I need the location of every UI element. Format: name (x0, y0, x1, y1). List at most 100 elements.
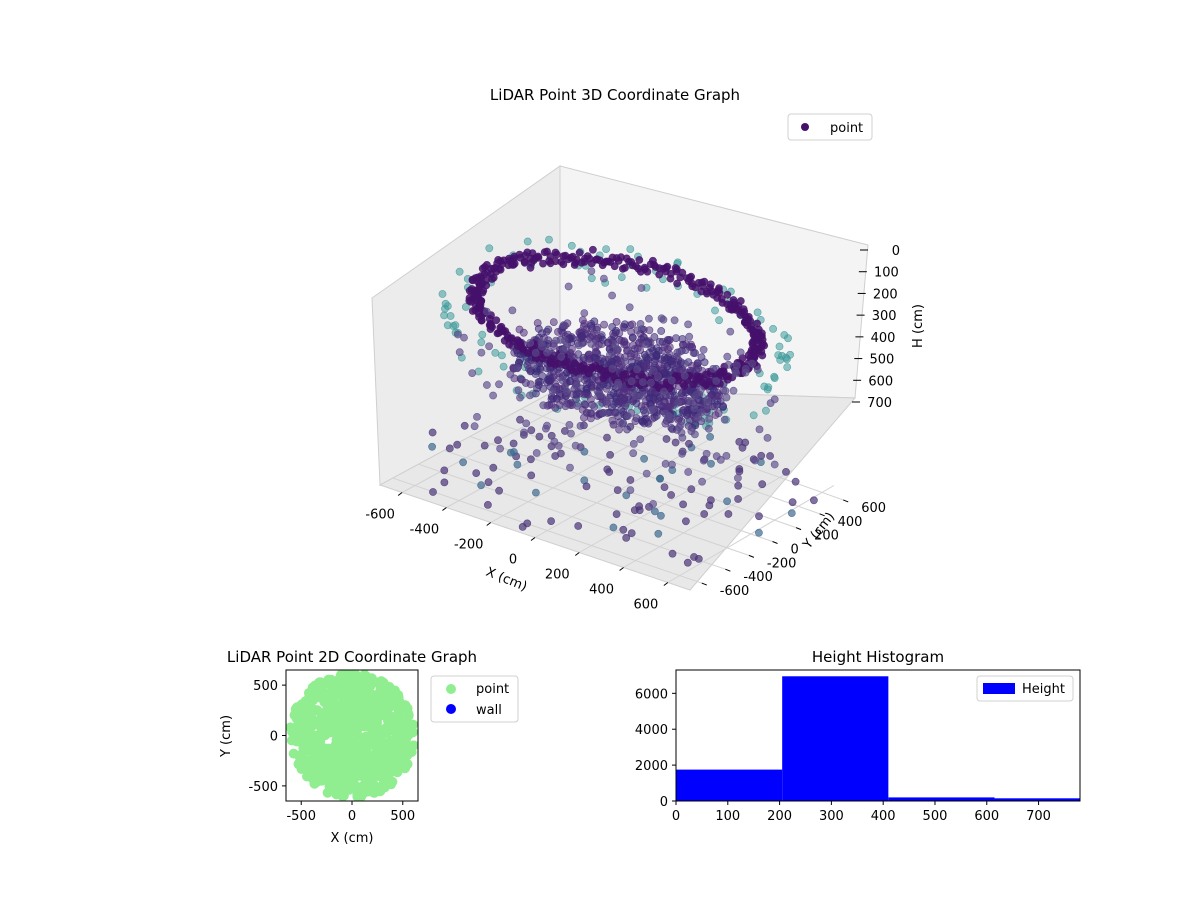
point-2d (355, 721, 366, 732)
point-3d (660, 353, 669, 362)
point-3d (679, 500, 687, 509)
y-tick-label-2d: 0 (270, 730, 278, 745)
point-2d (336, 752, 347, 763)
point-3d (712, 377, 721, 385)
point-3d (722, 451, 731, 460)
z-axis-label-3d: H (cm) (911, 304, 926, 348)
point-3d (544, 325, 553, 334)
point-3d (810, 496, 818, 505)
point-2d (316, 711, 327, 722)
point-3d (660, 368, 669, 377)
point-2d (367, 755, 378, 766)
points-3d (428, 235, 818, 567)
point-3d (662, 435, 671, 443)
point-3d (627, 529, 636, 537)
point-3d (622, 534, 631, 542)
point-3d (608, 403, 616, 412)
point-3d (645, 326, 654, 335)
point-3d (484, 478, 493, 487)
point-3d (441, 304, 449, 313)
point-3d (542, 424, 550, 433)
point-3d (655, 337, 664, 346)
point-3d (480, 441, 489, 450)
point-2d (372, 764, 383, 775)
point-3d (606, 350, 614, 359)
point-2d (304, 692, 315, 703)
point-2d (344, 716, 355, 727)
point-3d (473, 304, 482, 313)
point-3d (729, 386, 738, 395)
point-3d (527, 455, 535, 464)
point-2d (381, 691, 392, 702)
point-3d (580, 447, 589, 456)
point-3d (748, 359, 756, 368)
point-3d (751, 456, 759, 465)
point-2d (402, 724, 413, 735)
point-3d (626, 486, 635, 494)
legend-marker-wall-2d (446, 704, 456, 714)
point-3d (569, 390, 578, 399)
histogram-title: Height Histogram (812, 648, 944, 666)
point-3d (678, 335, 687, 343)
point-3d (762, 406, 770, 415)
point-3d (477, 316, 486, 325)
point-3d (685, 332, 694, 341)
point-3d (723, 352, 732, 361)
point-3d (621, 320, 629, 329)
point-3d (758, 480, 767, 489)
point-3d (655, 270, 664, 279)
point-3d (543, 348, 551, 357)
point-3d (640, 454, 648, 463)
point-3d (460, 333, 468, 342)
point-3d (684, 468, 693, 476)
point-3d (600, 320, 608, 329)
y-tick-label-3d: -200 (767, 556, 797, 571)
point-3d (612, 345, 621, 353)
point-2d (357, 732, 368, 743)
point-3d (753, 365, 762, 374)
point-3d (519, 328, 528, 337)
point-2d (316, 719, 327, 730)
point-3d (626, 245, 635, 253)
legend-label-point-2d: point (476, 682, 509, 697)
x-tick-label-hist: 700 (1026, 809, 1051, 824)
point-3d (558, 376, 567, 385)
point-2d (290, 703, 301, 714)
point-3d (734, 481, 743, 490)
point-3d (637, 416, 646, 425)
point-2d (331, 764, 342, 775)
point-2d (298, 747, 309, 758)
scatter2d-title: LiDAR Point 2D Coordinate Graph (227, 648, 477, 666)
x-tick-label-hist: 600 (974, 809, 999, 824)
point-3d (638, 391, 646, 400)
point-3d (485, 244, 494, 253)
point-3d (609, 523, 618, 532)
point-3d (619, 525, 628, 534)
point-3d (468, 275, 477, 284)
point-3d (645, 314, 653, 323)
point-3d (526, 380, 535, 389)
point-3d (526, 338, 535, 347)
x-tick-label-3d: -200 (454, 538, 484, 553)
point-3d (636, 319, 645, 328)
point-3d (667, 491, 675, 499)
point-3d (707, 459, 715, 468)
point-3d (551, 403, 560, 412)
point-2d (297, 763, 308, 774)
point-3d (621, 357, 629, 366)
point-3d (706, 432, 714, 441)
z-tick-label-3d: 0 (892, 244, 900, 259)
y-tick-label-hist: 6000 (635, 687, 668, 702)
point-3d (575, 248, 584, 257)
point-3d (549, 394, 557, 403)
point-2d (315, 757, 326, 768)
y-tick-label-3d: -600 (720, 584, 750, 599)
point-3d (445, 444, 454, 453)
x-tick-label-2d: -500 (286, 809, 316, 824)
point-3d (696, 385, 705, 394)
point-2d (384, 713, 395, 724)
point-3d (704, 424, 713, 433)
point-3d (440, 311, 448, 320)
point-3d (629, 449, 638, 458)
point-3d (622, 491, 631, 500)
